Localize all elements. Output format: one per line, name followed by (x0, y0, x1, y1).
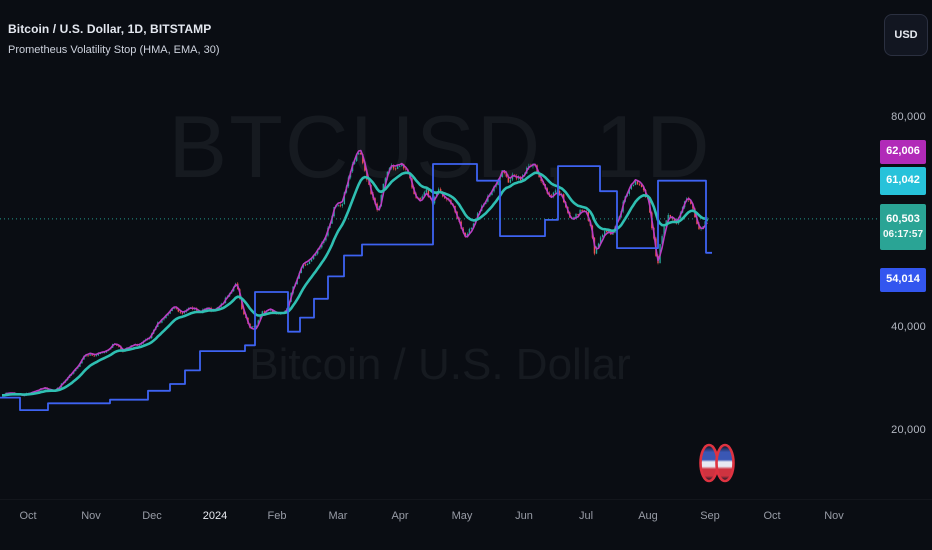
chart-legend: Bitcoin / U.S. Dollar, 1D, BITSTAMP Prom… (8, 22, 220, 56)
time-axis-label: May (451, 510, 473, 522)
time-axis-label: Sep (700, 510, 720, 522)
price-axis-label: 80,000 (891, 111, 926, 123)
brand-roundels-icon (699, 443, 735, 483)
time-axis-label: Oct (19, 510, 37, 522)
time-axis-label: 2024 (202, 510, 228, 522)
time-axis-label: Mar (328, 510, 348, 522)
currency-toggle-button[interactable]: USD (884, 14, 928, 56)
ema-value-badge: 61,042 (880, 167, 926, 195)
time-axis-label: Aug (638, 510, 658, 522)
time-axis[interactable]: Oct Nov Dec 2024 Feb Mar Apr May Jun Jul Aug Sep Oct… (0, 499, 932, 550)
time-axis-label: Jun (515, 510, 533, 522)
time-axis-label: Oct (763, 510, 781, 522)
price-axis-label: 20,000 (891, 424, 926, 436)
stop-value-badge: 54,014 (880, 268, 926, 292)
symbol-title[interactable]: Bitcoin / U.S. Dollar, 1D, BITSTAMP (8, 22, 212, 36)
indicator-title[interactable]: Prometheus Volatility Stop (HMA, EMA, 30… (8, 44, 220, 56)
last-price-badge: 60,503 06:17:57 (880, 204, 926, 250)
price-axis-label: 40,000 (891, 321, 926, 333)
time-axis-label: Nov (824, 510, 844, 522)
time-axis-label: Jul (578, 510, 594, 522)
price-axis[interactable]: 80,000 40,000 20,000 62,006 61,042 60,503 06:1… (880, 0, 932, 500)
time-axis-label: Apr (391, 510, 409, 522)
hma-value-badge: 62,006 (880, 140, 926, 164)
time-axis-label: Dec (142, 510, 162, 522)
time-axis-label: Nov (81, 510, 101, 522)
time-axis-label: Feb (267, 510, 287, 522)
